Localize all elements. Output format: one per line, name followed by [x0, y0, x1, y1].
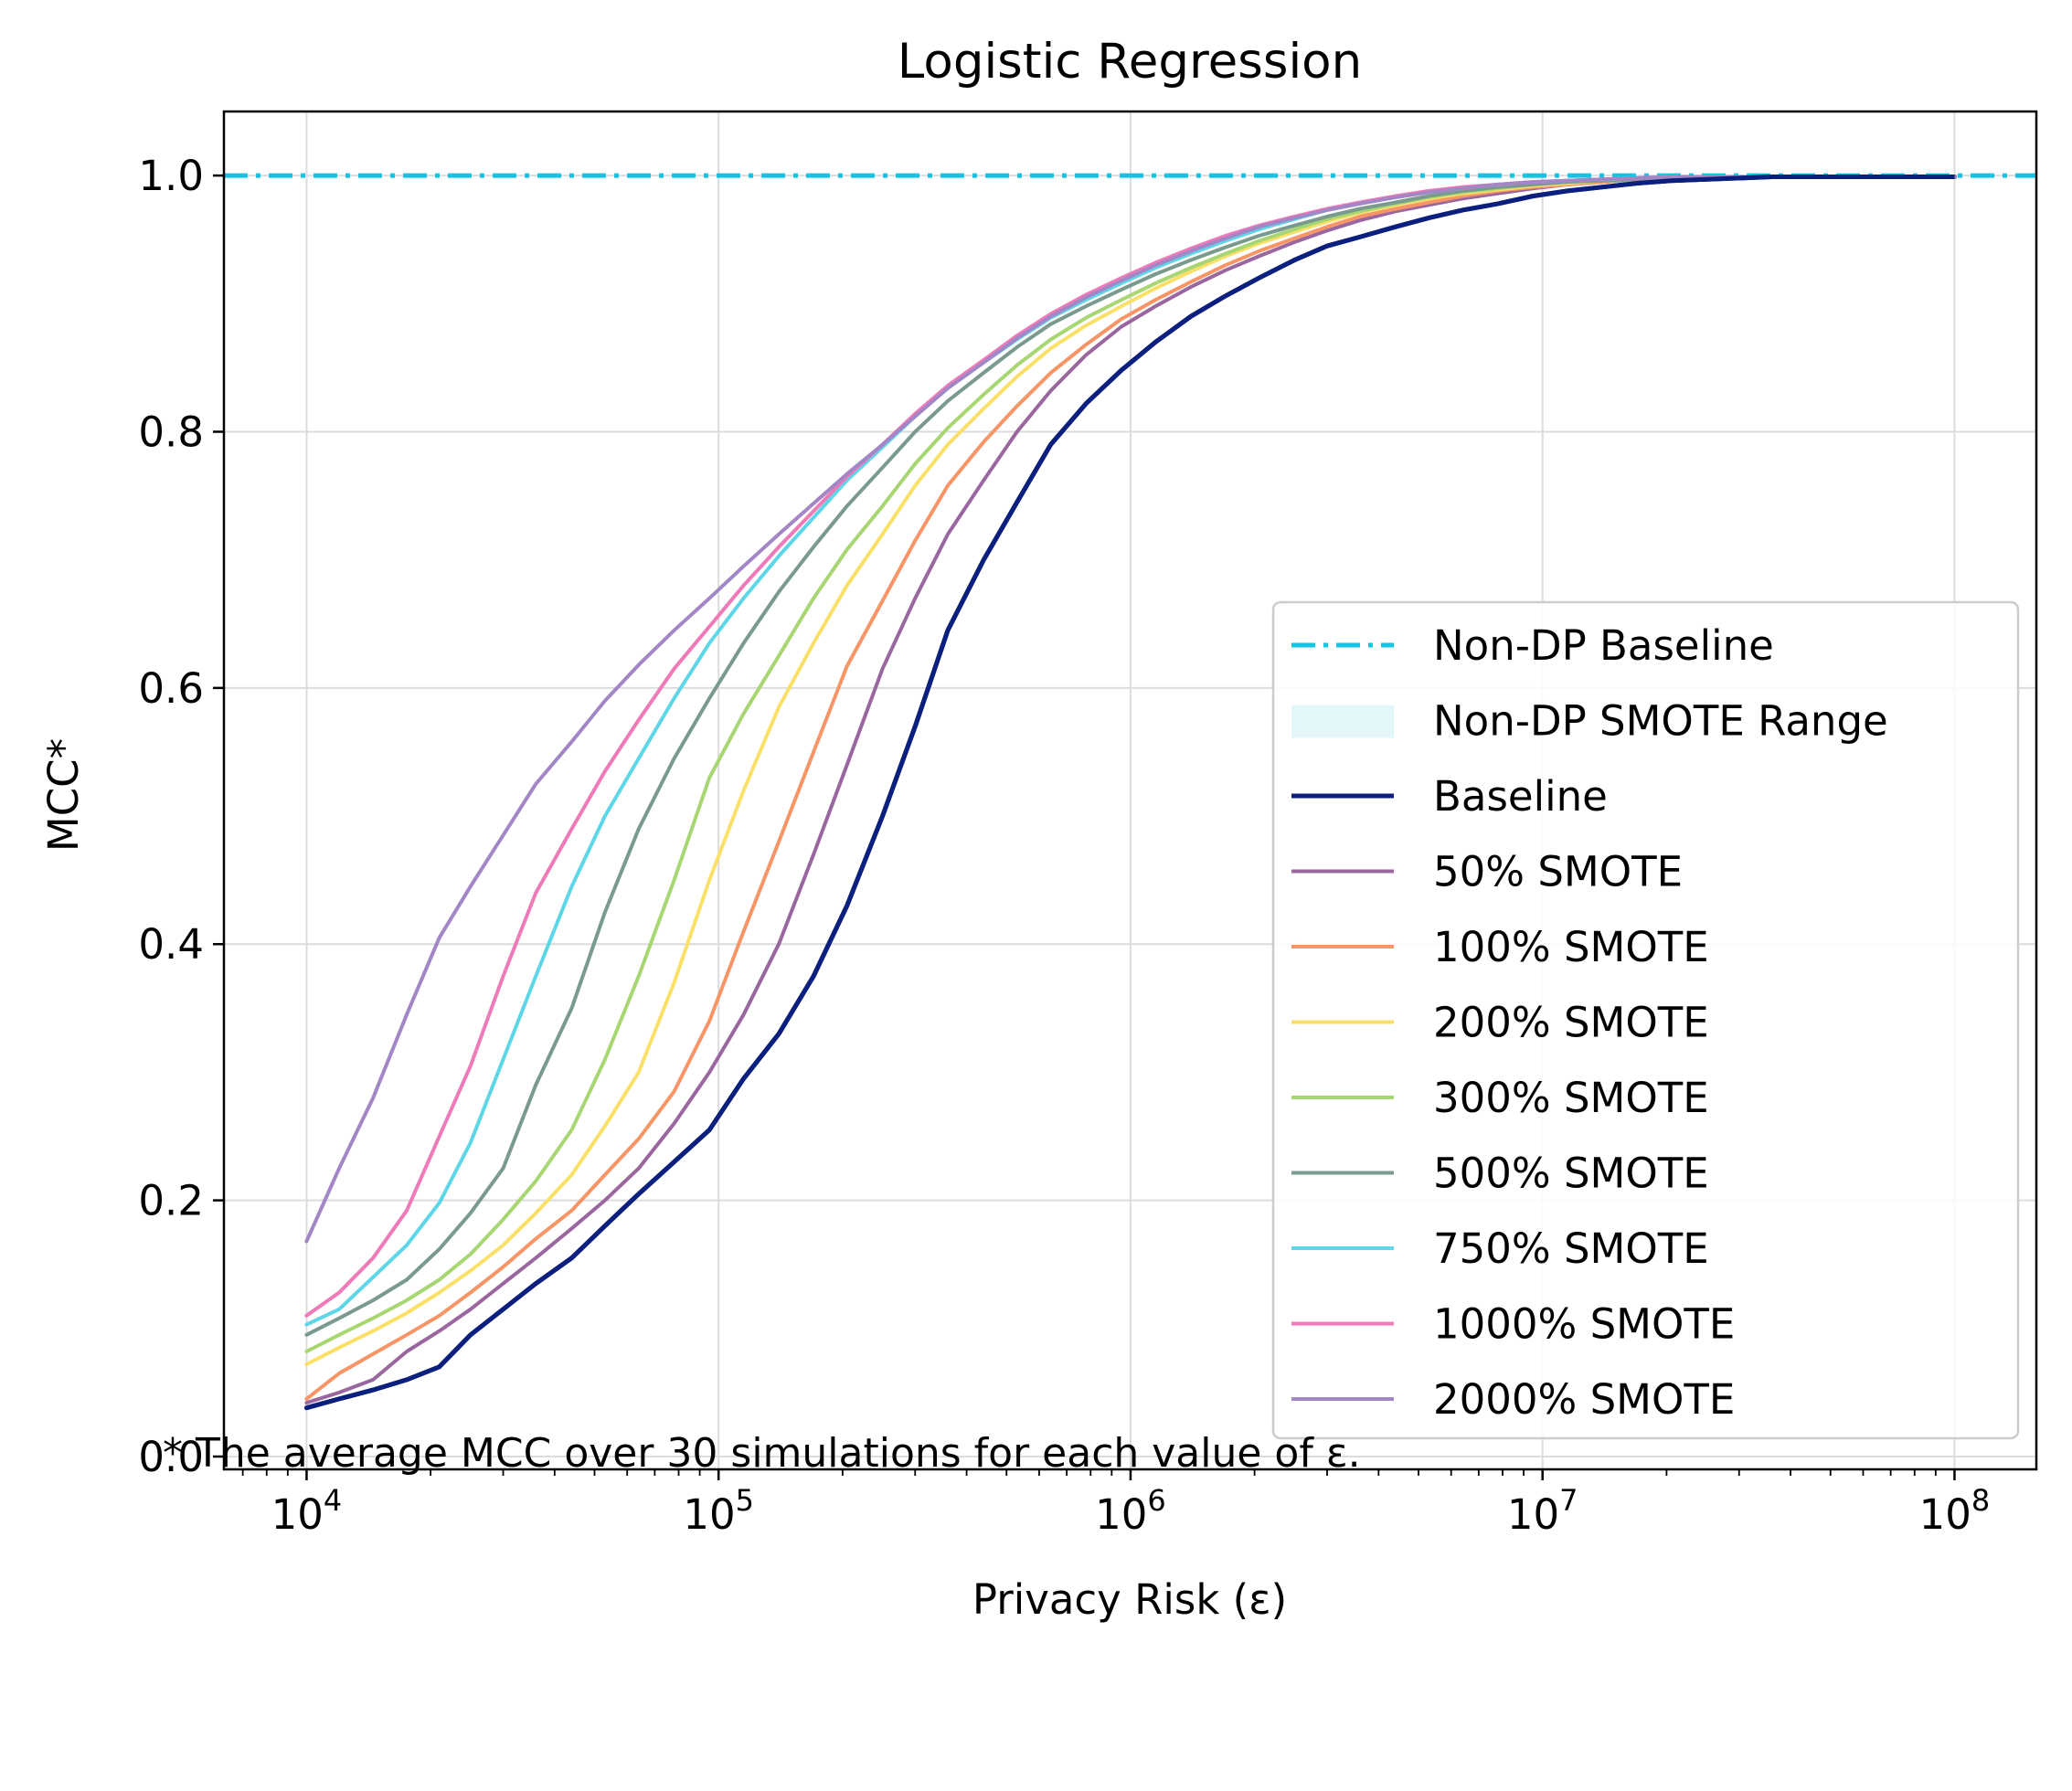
legend-label: 750% SMOTE	[1433, 1224, 1709, 1273]
footnote: * The average MCC over 30 simulations fo…	[163, 1430, 1361, 1477]
y-tick-label: 1.0	[138, 152, 204, 200]
x-tick-label-exponent: 6	[1147, 1483, 1165, 1518]
y-tick-label: 0.2	[138, 1177, 204, 1225]
legend-label: 300% SMOTE	[1433, 1074, 1709, 1122]
legend-label: Non-DP SMOTE Range	[1433, 697, 1888, 746]
x-tick-label-exponent: 5	[736, 1483, 754, 1518]
legend-label: 200% SMOTE	[1433, 999, 1709, 1047]
x-tick-label-base: 10	[1919, 1490, 1971, 1539]
legend-label: 500% SMOTE	[1433, 1150, 1709, 1198]
chart-title: Logistic Regression	[898, 34, 1362, 90]
series-line-baseline-top	[305, 175, 1955, 1411]
legend-label: 1000% SMOTE	[1433, 1300, 1735, 1349]
x-tick-label-base: 10	[1095, 1490, 1147, 1539]
x-tick-label-base: 10	[683, 1490, 735, 1539]
legend-label: Baseline	[1433, 772, 1608, 821]
x-tick-label: 105	[683, 1483, 754, 1539]
legend-swatch-non-dp-smote-range	[1291, 705, 1394, 738]
x-axis-label: Privacy Risk (ε)	[972, 1575, 1287, 1624]
x-tick-label-exponent: 7	[1559, 1483, 1578, 1518]
series-line-2000pct-smote	[304, 175, 1957, 1244]
x-tick-label: 106	[1095, 1483, 1166, 1539]
x-tick-label: 104	[271, 1483, 343, 1539]
x-tick-label: 107	[1507, 1483, 1578, 1539]
series-layer	[303, 175, 1957, 1411]
legend: Non-DP Baseline Non-DP SMOTE Range Baselin…	[1271, 600, 2020, 1440]
legend-label: Non-DP Baseline	[1433, 621, 1774, 670]
legend-label: 50% SMOTE	[1433, 848, 1683, 896]
x-tick-label-base: 10	[1507, 1490, 1559, 1539]
x-tick-label: 108	[1919, 1483, 1991, 1539]
legend-label: 2000% SMOTE	[1433, 1375, 1735, 1424]
y-axis-label: MCC*	[39, 738, 88, 852]
y-tick-label: 0.6	[138, 664, 204, 713]
x-tick-label-exponent: 4	[324, 1483, 342, 1518]
legend-label: 100% SMOTE	[1433, 923, 1709, 971]
y-tick-label: 0.0	[138, 1433, 204, 1481]
legend-box	[1271, 600, 2020, 1440]
y-tick-label: 0.8	[138, 408, 204, 456]
y-tick-label: 0.4	[138, 920, 204, 969]
x-tick-label-base: 10	[271, 1490, 324, 1539]
x-tick-label-exponent: 8	[1971, 1483, 1990, 1518]
